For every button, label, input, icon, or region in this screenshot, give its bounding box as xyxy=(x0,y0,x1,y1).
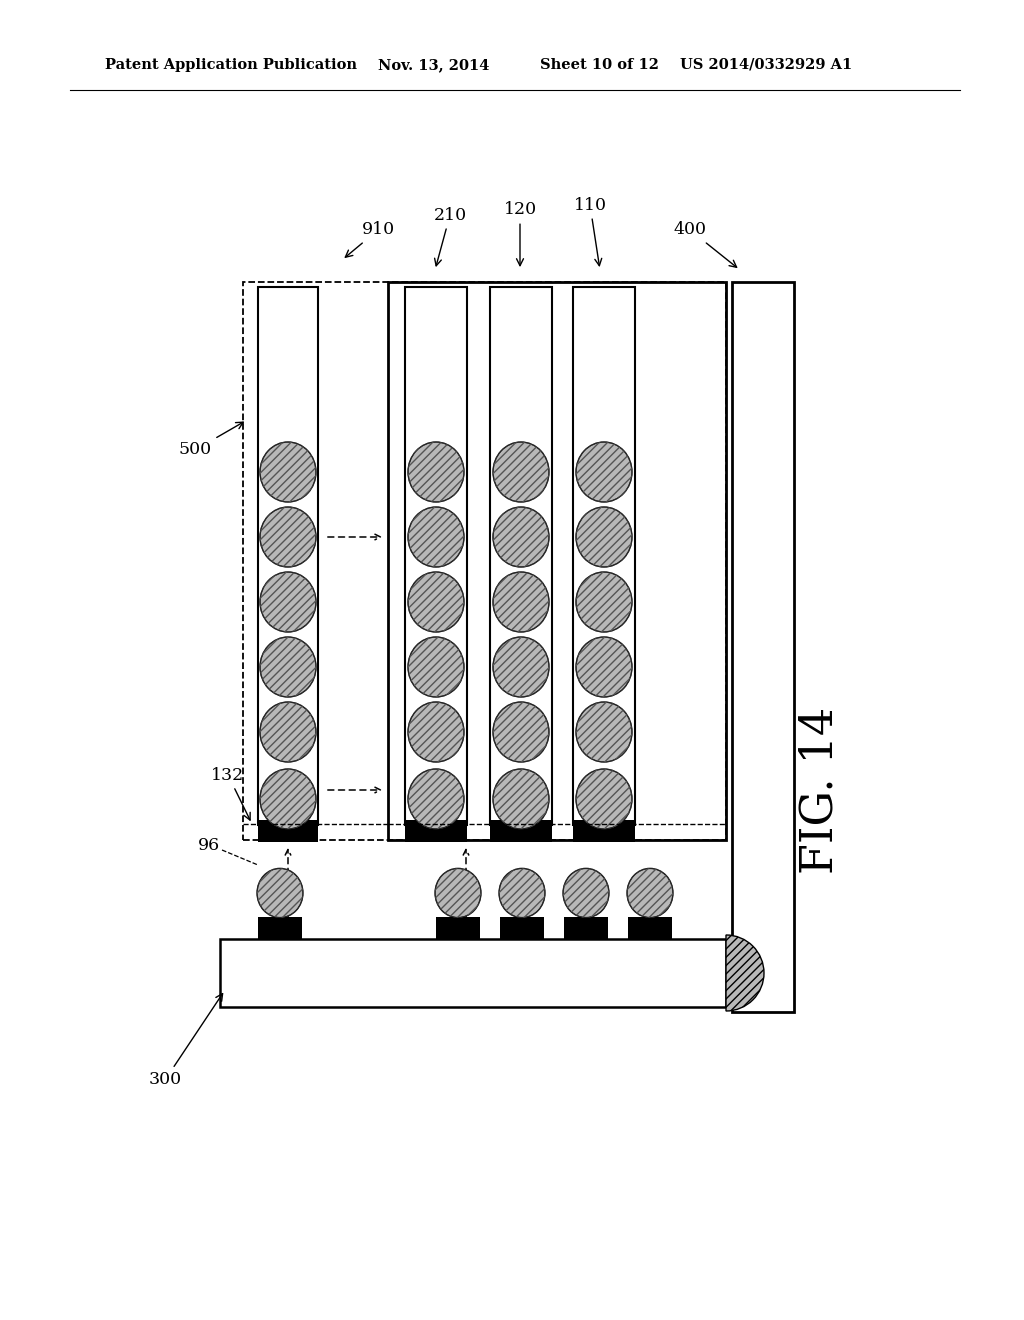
Ellipse shape xyxy=(493,442,549,502)
Ellipse shape xyxy=(575,572,632,632)
Bar xyxy=(258,820,318,842)
Bar xyxy=(258,917,302,939)
Text: 500: 500 xyxy=(178,422,244,458)
Ellipse shape xyxy=(627,869,673,917)
Ellipse shape xyxy=(575,507,632,568)
Ellipse shape xyxy=(493,770,549,829)
Ellipse shape xyxy=(408,572,464,632)
Ellipse shape xyxy=(260,507,316,568)
Ellipse shape xyxy=(575,638,632,697)
Text: 300: 300 xyxy=(148,994,222,1089)
Text: FIG. 14: FIG. 14 xyxy=(799,706,842,874)
Ellipse shape xyxy=(493,702,549,762)
Bar xyxy=(220,939,726,1007)
Bar xyxy=(564,917,608,939)
Bar xyxy=(490,286,552,825)
Text: 210: 210 xyxy=(433,206,467,265)
Text: Nov. 13, 2014: Nov. 13, 2014 xyxy=(378,58,489,73)
Text: 96: 96 xyxy=(198,837,220,854)
Ellipse shape xyxy=(408,507,464,568)
Ellipse shape xyxy=(575,442,632,502)
Ellipse shape xyxy=(575,770,632,829)
Ellipse shape xyxy=(260,702,316,762)
Text: Sheet 10 of 12: Sheet 10 of 12 xyxy=(540,58,659,73)
Bar xyxy=(573,286,635,825)
Text: Patent Application Publication: Patent Application Publication xyxy=(105,58,357,73)
Ellipse shape xyxy=(575,702,632,762)
Ellipse shape xyxy=(408,442,464,502)
Ellipse shape xyxy=(260,770,316,829)
Ellipse shape xyxy=(408,702,464,762)
Bar xyxy=(500,917,544,939)
Ellipse shape xyxy=(493,507,549,568)
Ellipse shape xyxy=(260,572,316,632)
Ellipse shape xyxy=(563,869,609,917)
Text: 110: 110 xyxy=(573,197,606,265)
Bar xyxy=(243,282,726,840)
Bar xyxy=(732,282,794,1012)
Ellipse shape xyxy=(499,869,545,917)
Bar xyxy=(258,286,318,825)
Ellipse shape xyxy=(260,638,316,697)
Bar xyxy=(628,917,672,939)
Bar xyxy=(573,820,635,842)
Text: 120: 120 xyxy=(504,202,537,265)
Bar xyxy=(388,282,726,840)
Text: US 2014/0332929 A1: US 2014/0332929 A1 xyxy=(680,58,852,73)
Text: 910: 910 xyxy=(345,222,394,257)
Bar xyxy=(436,917,480,939)
Ellipse shape xyxy=(493,572,549,632)
Ellipse shape xyxy=(435,869,481,917)
Bar xyxy=(406,820,467,842)
Bar xyxy=(490,820,552,842)
Ellipse shape xyxy=(257,869,303,917)
Text: 132: 132 xyxy=(211,767,250,820)
Ellipse shape xyxy=(260,442,316,502)
Ellipse shape xyxy=(408,638,464,697)
Ellipse shape xyxy=(408,770,464,829)
Text: 400: 400 xyxy=(674,222,736,267)
Bar xyxy=(406,286,467,825)
Ellipse shape xyxy=(493,638,549,697)
Wedge shape xyxy=(726,935,764,1011)
